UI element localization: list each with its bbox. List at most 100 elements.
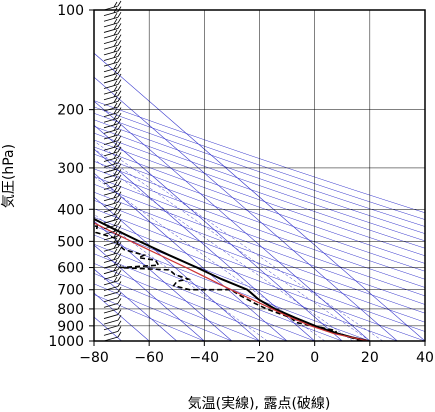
wind-barb xyxy=(103,90,122,101)
isotherm-line xyxy=(94,196,260,341)
y-tick-label: 900 xyxy=(57,319,84,335)
dry-adiabat-line xyxy=(94,283,232,341)
dry-adiabat-line xyxy=(94,234,370,341)
wind-barb xyxy=(103,112,122,123)
dry-adiabat-line xyxy=(94,168,425,288)
wind-barb xyxy=(103,157,122,168)
wind-barb xyxy=(103,258,122,269)
dry-adiabat-line xyxy=(94,132,425,249)
isotherm-line xyxy=(94,244,205,341)
wind-barb xyxy=(103,62,122,73)
x-tick-label: 20 xyxy=(361,350,379,366)
wind-barb xyxy=(103,270,122,280)
x-tick-label: −40 xyxy=(190,350,220,366)
x-tick-label: 40 xyxy=(416,350,434,366)
wind-barb xyxy=(103,73,122,84)
dry-adiabat-line xyxy=(94,208,425,332)
dry-adiabat-line xyxy=(94,216,425,341)
wind-barb xyxy=(103,202,122,213)
wind-barb xyxy=(103,124,122,134)
y-tick-label: 400 xyxy=(57,202,84,218)
isotherm-line xyxy=(94,268,177,341)
wind-barb xyxy=(103,281,122,291)
wind-barb xyxy=(103,236,122,247)
y-tick-label: 1000 xyxy=(48,334,84,350)
wind-barb xyxy=(103,314,122,325)
wind-barb xyxy=(103,84,122,95)
wind-barb xyxy=(103,320,122,331)
x-tick-label: −20 xyxy=(245,350,275,366)
wind-barb xyxy=(103,40,122,50)
dry-adiabat-line xyxy=(94,176,425,297)
data-series xyxy=(94,217,369,341)
wind-barb xyxy=(103,12,122,22)
grid-lines xyxy=(93,9,426,342)
wind-barb xyxy=(103,275,122,286)
dry-adiabat-line xyxy=(94,253,315,341)
isotherm-line xyxy=(94,172,288,341)
wind-barb xyxy=(103,107,122,117)
dry-adiabat-line xyxy=(94,139,425,257)
wind-barb xyxy=(103,141,122,151)
dry-adiabat-line xyxy=(94,112,425,227)
wind-barb xyxy=(103,264,122,275)
x-tick-label: −80 xyxy=(79,350,109,366)
x-tick-label: 0 xyxy=(310,350,319,366)
dry-adiabat-line xyxy=(94,119,425,234)
wind-barb xyxy=(103,185,122,196)
temperature-line xyxy=(94,217,369,341)
y-tick-label: 500 xyxy=(57,234,84,250)
wind-barb xyxy=(103,79,122,89)
wind-barb xyxy=(103,68,122,78)
y-tick-label: 300 xyxy=(57,161,84,177)
wind-barb xyxy=(103,56,122,67)
wind-barb xyxy=(103,45,122,56)
wind-barb xyxy=(103,309,122,319)
wind-barb xyxy=(103,230,122,241)
wind-barb xyxy=(103,51,122,61)
dry-adiabat-line xyxy=(94,126,425,242)
y-tick-label: 100 xyxy=(57,3,84,19)
wind-barb xyxy=(103,219,122,230)
wind-barb xyxy=(103,191,122,202)
wind-barb xyxy=(103,247,122,258)
wind-barbs xyxy=(103,0,122,342)
wind-barb xyxy=(103,253,122,263)
x-axis-ticks: −80 −60 −40 −20 0 20 40 xyxy=(79,341,434,366)
wind-barb xyxy=(103,146,122,157)
y-tick-label: 200 xyxy=(57,103,84,119)
dry-adiabat-line xyxy=(94,106,425,220)
x-tick-label: −60 xyxy=(134,350,164,366)
wind-barb xyxy=(103,303,122,314)
isotherm-line xyxy=(94,148,315,341)
dry-adiabat-line xyxy=(94,273,260,341)
wind-barb xyxy=(103,152,122,162)
mixing-ratio-line xyxy=(94,213,268,341)
dry-adiabat-line xyxy=(94,146,425,264)
x-axis-label: 気温(実線), 露点(破線) xyxy=(188,396,331,412)
wind-barb xyxy=(103,118,122,129)
wind-barb xyxy=(103,225,122,235)
dry-adiabat-line xyxy=(94,263,288,341)
isotherm-line xyxy=(94,76,398,341)
y-tick-label: 800 xyxy=(57,302,84,318)
wind-barb xyxy=(103,96,122,106)
wind-barb xyxy=(103,0,122,11)
parcel-line xyxy=(94,222,369,341)
dry-adiabat-line xyxy=(94,183,425,305)
dry-adiabat-line xyxy=(94,161,425,280)
wind-barb xyxy=(103,286,122,297)
wind-barb xyxy=(103,208,122,218)
wind-barb xyxy=(103,101,122,112)
wind-barb xyxy=(103,197,122,207)
wind-barb xyxy=(103,298,122,308)
dewpoint-line xyxy=(94,225,362,341)
dry-adiabat-line xyxy=(94,243,343,341)
dry-adiabat-line xyxy=(94,200,425,323)
wind-barb xyxy=(103,242,122,252)
wind-barb xyxy=(103,213,122,224)
isotherm-line xyxy=(94,100,371,341)
wind-barb xyxy=(103,17,122,28)
mixing-ratio-line xyxy=(94,148,371,341)
wind-barb xyxy=(103,174,122,185)
